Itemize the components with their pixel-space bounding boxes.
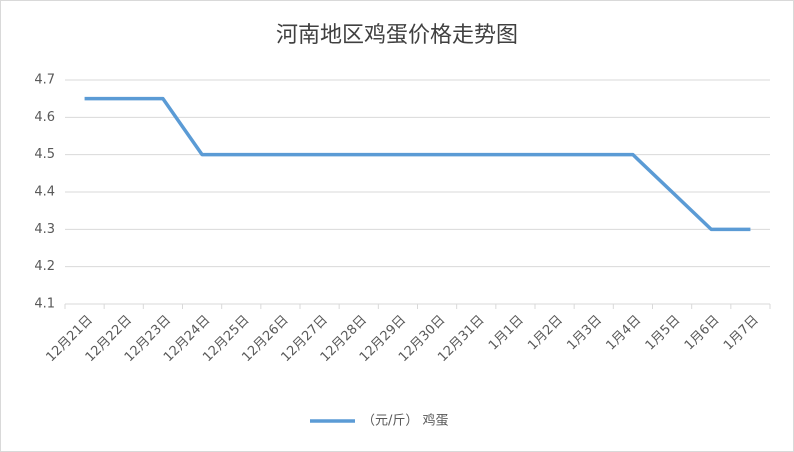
- y-tick-label: 4.1: [34, 297, 55, 312]
- data-line: [84, 96, 751, 232]
- legend-label: （元/斤） 鸡蛋: [362, 413, 449, 429]
- y-tick-label: 4.7: [34, 73, 55, 88]
- y-tick-label: 4.3: [34, 222, 55, 237]
- y-tick-label: 4.4: [34, 185, 55, 200]
- y-tick-label: 4.6: [34, 110, 55, 125]
- chart-title: 河南地区鸡蛋价格走势图: [276, 23, 518, 48]
- y-tick-label: 4.2: [34, 259, 55, 274]
- y-tick-label: 4.5: [34, 147, 55, 162]
